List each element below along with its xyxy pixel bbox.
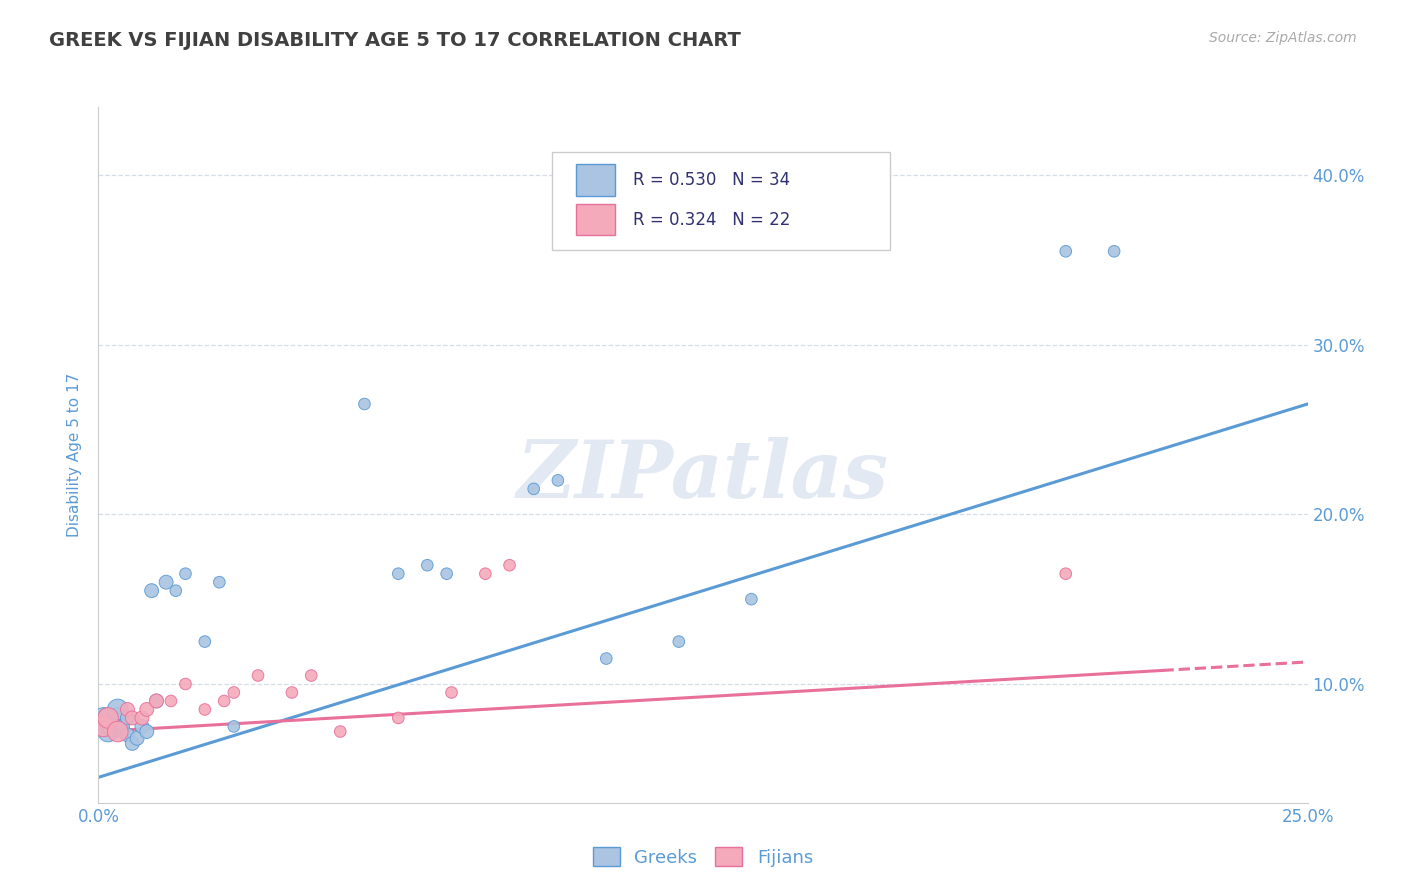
Point [498, 558, 520, 573]
Point [91, 719, 114, 733]
Point [547, 474, 569, 488]
FancyBboxPatch shape [553, 153, 890, 250]
Point [299, 668, 322, 682]
Point [208, 575, 231, 590]
Point [174, 566, 197, 581]
Point [440, 685, 463, 699]
Point [131, 711, 153, 725]
Point [222, 685, 245, 699]
Point [387, 711, 409, 725]
Point [91, 719, 114, 733]
Point [131, 719, 153, 733]
Text: ZIPatlas: ZIPatlas [517, 437, 889, 515]
Point [101, 719, 124, 733]
Point [135, 724, 157, 739]
Point [121, 711, 143, 725]
Text: R = 0.530   N = 34: R = 0.530 N = 34 [633, 171, 790, 189]
Point [222, 719, 245, 733]
Point [121, 736, 143, 750]
Point [523, 482, 546, 496]
Point [329, 724, 352, 739]
Text: GREEK VS FIJIAN DISABILITY AGE 5 TO 17 CORRELATION CHART: GREEK VS FIJIAN DISABILITY AGE 5 TO 17 C… [49, 31, 741, 50]
Point [740, 592, 762, 607]
Point [474, 566, 496, 581]
Point [141, 583, 163, 598]
Point [212, 694, 235, 708]
Point [107, 724, 129, 739]
Point [1054, 244, 1077, 259]
Point [353, 397, 375, 411]
Point [107, 702, 129, 716]
Point [97, 711, 120, 725]
Legend: Greeks, Fijians: Greeks, Fijians [585, 840, 821, 874]
Point [97, 724, 120, 739]
FancyBboxPatch shape [576, 164, 614, 195]
Point [135, 702, 157, 716]
Point [117, 728, 139, 742]
Point [436, 566, 458, 581]
Point [595, 651, 617, 665]
Point [155, 575, 177, 590]
Point [127, 731, 149, 746]
Point [145, 694, 167, 708]
FancyBboxPatch shape [576, 204, 614, 235]
Point [247, 668, 270, 682]
Point [117, 702, 139, 716]
Point [91, 711, 114, 725]
Point [194, 634, 217, 648]
Point [145, 694, 167, 708]
Point [111, 719, 134, 733]
Point [107, 711, 129, 725]
Point [668, 634, 690, 648]
Point [160, 694, 183, 708]
Point [1054, 566, 1077, 581]
Point [174, 677, 197, 691]
Point [97, 711, 120, 725]
Point [281, 685, 304, 699]
Point [165, 583, 187, 598]
Y-axis label: Disability Age 5 to 17: Disability Age 5 to 17 [67, 373, 83, 537]
Text: Source: ZipAtlas.com: Source: ZipAtlas.com [1209, 31, 1357, 45]
Text: R = 0.324   N = 22: R = 0.324 N = 22 [633, 211, 790, 228]
Point [111, 724, 134, 739]
Point [416, 558, 439, 573]
Point [387, 566, 409, 581]
Point [117, 711, 139, 725]
Point [194, 702, 217, 716]
Point [1102, 244, 1125, 259]
